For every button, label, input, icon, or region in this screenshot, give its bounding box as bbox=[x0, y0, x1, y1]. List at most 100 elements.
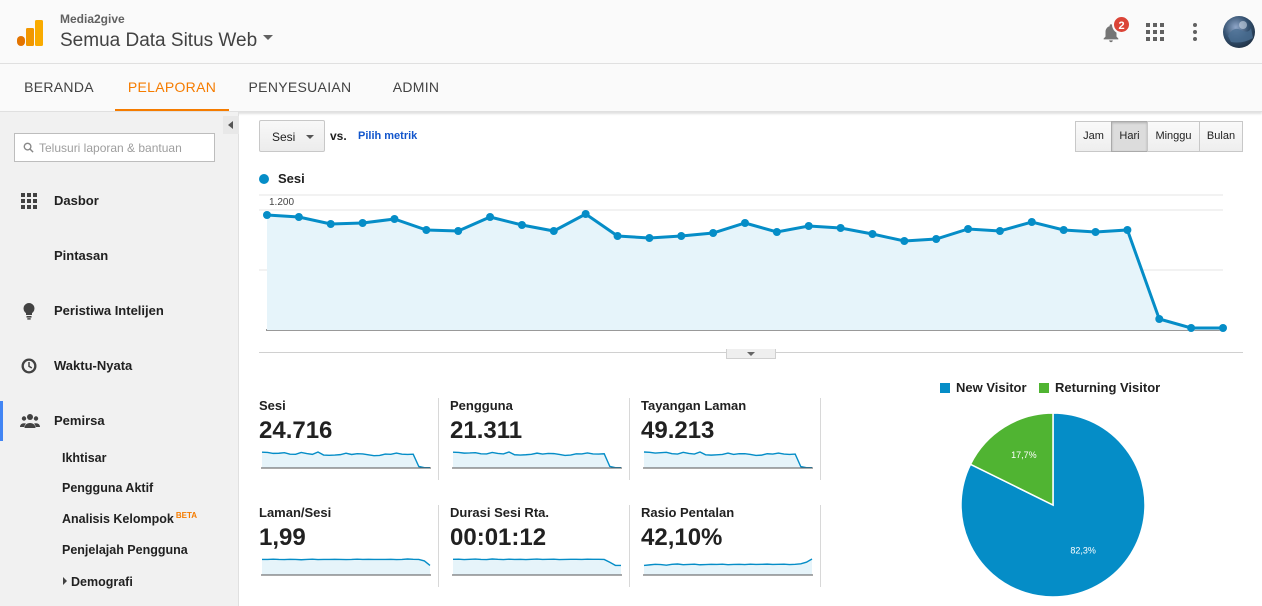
sidebar-item-pemirsa[interactable]: Pemirsa bbox=[0, 401, 239, 441]
scorecard[interactable]: Tayangan Laman 49.213 bbox=[641, 398, 821, 480]
search-input[interactable] bbox=[39, 134, 211, 161]
sidebar-item-label: Dasbor bbox=[54, 193, 99, 208]
scorecard-name: Sesi bbox=[259, 398, 286, 413]
scorecard-value: 49.213 bbox=[641, 417, 715, 444]
sparkline-area bbox=[453, 559, 621, 575]
data-point[interactable] bbox=[1219, 324, 1227, 332]
data-point[interactable] bbox=[1091, 228, 1100, 236]
data-point[interactable] bbox=[517, 221, 526, 229]
sidebar-subitem-pengguna-aktif[interactable]: Pengguna Aktif bbox=[62, 481, 154, 495]
analytics-logo-icon bbox=[17, 20, 43, 46]
user-avatar[interactable] bbox=[1223, 16, 1255, 48]
vs-label: vs. bbox=[330, 129, 347, 143]
data-point[interactable] bbox=[294, 213, 303, 221]
data-point[interactable] bbox=[1027, 218, 1036, 226]
data-point[interactable] bbox=[486, 213, 495, 221]
scorecard-value: 21.311 bbox=[450, 417, 523, 444]
legend-label: New Visitor bbox=[956, 380, 1027, 395]
sessions-line-chart: 6001.200 bbox=[259, 194, 1227, 332]
sidebar-item-pintasan[interactable]: Pintasan bbox=[0, 236, 239, 276]
data-point[interactable] bbox=[613, 232, 622, 240]
sidebar-subitem-analisis-kelompok[interactable]: Analisis Kelompok BETA bbox=[62, 511, 197, 526]
pick-metric-link[interactable]: Pilih metrik bbox=[358, 130, 418, 142]
tab-pelaporan[interactable]: PELAPORAN bbox=[115, 64, 229, 111]
sidebar-item-label: Peristiwa Intelijen bbox=[54, 303, 164, 318]
apps-grid-icon[interactable] bbox=[1146, 23, 1164, 41]
data-point[interactable] bbox=[1155, 315, 1164, 323]
sidebar-item-peristiwa-intelijen[interactable]: Peristiwa Intelijen bbox=[0, 291, 239, 331]
sidebar-item-waktu-nyata[interactable]: Waktu-Nyata bbox=[0, 346, 239, 386]
data-point[interactable] bbox=[358, 219, 367, 227]
lightbulb-icon bbox=[23, 303, 35, 320]
avatar-image-icon bbox=[1228, 21, 1253, 43]
granularity-jam-button[interactable]: Jam bbox=[1075, 121, 1112, 152]
data-point[interactable] bbox=[677, 232, 686, 240]
sidebar bbox=[0, 112, 239, 606]
data-point[interactable] bbox=[804, 222, 813, 230]
sidebar-item-label: Pemirsa bbox=[54, 413, 105, 428]
notification-badge[interactable]: 2 bbox=[1112, 15, 1131, 34]
sparkline bbox=[261, 558, 431, 576]
data-point[interactable] bbox=[326, 220, 335, 228]
tab-penyesuaian[interactable]: PENYESUAIAN bbox=[248, 79, 352, 95]
collapse-sidebar-button[interactable] bbox=[223, 116, 239, 134]
data-point[interactable] bbox=[772, 228, 781, 236]
data-point[interactable] bbox=[549, 227, 558, 235]
sidebar-item-dasbor[interactable]: Dasbor bbox=[0, 181, 239, 221]
scorecard[interactable]: Rasio Pentalan 42,10% bbox=[641, 505, 821, 587]
more-vert-icon[interactable] bbox=[1186, 22, 1204, 42]
data-point[interactable] bbox=[1123, 226, 1132, 234]
data-point[interactable] bbox=[868, 230, 877, 238]
metric-select[interactable]: Sesi bbox=[259, 120, 325, 152]
property-selector[interactable]: Semua Data Situs Web bbox=[60, 30, 274, 52]
sidebar-item-label: Pintasan bbox=[54, 248, 109, 263]
chart-legend: Sesi bbox=[259, 171, 305, 186]
data-point[interactable] bbox=[645, 234, 654, 242]
sidebar-search[interactable] bbox=[14, 133, 215, 162]
scorecard[interactable]: Laman/Sesi 1,99 bbox=[259, 505, 439, 587]
sparkline bbox=[261, 451, 431, 469]
visitor-pie-chart: 82,3% 17,7% bbox=[960, 412, 1146, 598]
data-point[interactable] bbox=[741, 219, 749, 227]
sparkline-line bbox=[643, 451, 812, 469]
sparkline-area bbox=[262, 452, 430, 468]
data-point[interactable] bbox=[454, 227, 463, 235]
sidebar-subitem-demografi[interactable]: Demografi bbox=[63, 575, 133, 589]
account-name: Media2give bbox=[60, 12, 125, 26]
data-point[interactable] bbox=[836, 224, 845, 232]
pie-legend-new[interactable]: New Visitor bbox=[940, 380, 1027, 395]
caret-down-icon bbox=[306, 135, 314, 139]
scorecard[interactable]: Pengguna 21.311 bbox=[450, 398, 630, 480]
data-point[interactable] bbox=[900, 237, 909, 245]
sparkline-line bbox=[452, 451, 621, 469]
pie-legend-returning[interactable]: Returning Visitor bbox=[1039, 380, 1160, 395]
search-icon bbox=[23, 142, 34, 153]
data-point[interactable] bbox=[581, 210, 590, 218]
sidebar-subitem-penjelajah-pengguna[interactable]: Penjelajah Pengguna bbox=[62, 543, 188, 557]
scorecard[interactable]: Durasi Sesi Rta. 00:01:12 bbox=[450, 505, 630, 587]
tab-admin[interactable]: ADMIN bbox=[392, 79, 440, 95]
granularity-bulan-button[interactable]: Bulan bbox=[1199, 121, 1243, 152]
scorecard-value: 1,99 bbox=[259, 524, 306, 551]
expand-chart-button[interactable] bbox=[726, 349, 776, 359]
sparkline bbox=[643, 451, 813, 469]
main-nav: BERANDA PELAPORAN PENYESUAIAN ADMIN bbox=[0, 64, 1262, 112]
granularity-hari-button[interactable]: Hari bbox=[1111, 121, 1148, 152]
scorecard[interactable]: Sesi 24.716 bbox=[259, 398, 439, 480]
data-point[interactable] bbox=[1059, 226, 1068, 234]
data-point[interactable] bbox=[709, 229, 718, 237]
sparkline-line bbox=[262, 558, 431, 566]
data-point[interactable] bbox=[932, 235, 941, 243]
scorecard-value: 24.716 bbox=[259, 417, 333, 444]
data-point[interactable] bbox=[964, 225, 973, 233]
data-point[interactable] bbox=[263, 211, 271, 219]
sparkline bbox=[452, 451, 622, 469]
tab-beranda[interactable]: BERANDA bbox=[24, 79, 94, 95]
granularity-minggu-button[interactable]: Minggu bbox=[1147, 121, 1200, 152]
data-point[interactable] bbox=[995, 227, 1004, 235]
data-point[interactable] bbox=[422, 226, 431, 234]
data-point[interactable] bbox=[390, 215, 399, 223]
pie-slice[interactable] bbox=[969, 412, 1054, 507]
sidebar-subitem-ikhtisar[interactable]: Ikhtisar bbox=[62, 451, 107, 465]
data-point[interactable] bbox=[1187, 324, 1196, 332]
